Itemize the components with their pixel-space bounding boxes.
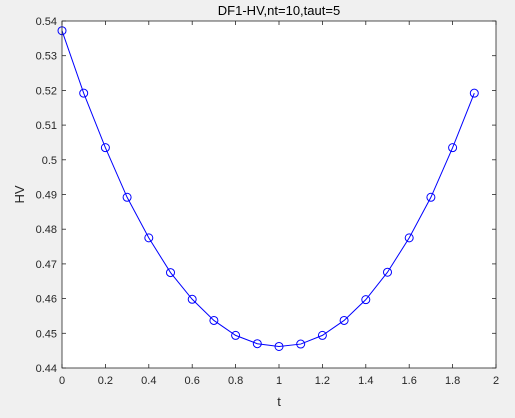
data-point-marker bbox=[166, 268, 175, 278]
plot-box bbox=[61, 20, 497, 369]
x-axis-label: t bbox=[277, 394, 281, 409]
data-point-marker bbox=[274, 341, 284, 351]
x-tick-label: 0.8 bbox=[228, 375, 243, 387]
data-point-marker bbox=[231, 330, 241, 340]
x-tick-label: 0.6 bbox=[185, 375, 200, 387]
data-point-marker bbox=[383, 267, 392, 277]
data-point-marker bbox=[404, 233, 414, 243]
y-tick-label: 0.48 bbox=[36, 224, 57, 236]
data-point-marker bbox=[469, 88, 479, 98]
y-tick-label: 0.44 bbox=[36, 363, 57, 375]
y-tick-label: 0.52 bbox=[36, 85, 57, 97]
x-tick-label: 0.4 bbox=[141, 375, 156, 387]
plot-area bbox=[62, 21, 496, 368]
y-tick-label: 0.46 bbox=[36, 294, 57, 306]
y-tick-label: 0.49 bbox=[36, 190, 57, 202]
y-axis-label: HV bbox=[12, 185, 27, 203]
data-point-marker bbox=[296, 339, 306, 349]
y-tick-label: 0.51 bbox=[36, 120, 57, 132]
data-point-marker bbox=[209, 315, 219, 325]
data-point-marker bbox=[361, 295, 371, 305]
series-layer bbox=[57, 26, 479, 351]
x-tick-label: 1.6 bbox=[402, 375, 417, 387]
data-point-marker bbox=[448, 143, 458, 153]
data-point-marker bbox=[252, 339, 262, 349]
data-point-marker bbox=[144, 233, 154, 243]
x-tick-label: 1.4 bbox=[358, 375, 373, 387]
data-point-marker bbox=[187, 294, 197, 304]
data-point-marker bbox=[339, 315, 349, 325]
y-tick-label: 0.5 bbox=[42, 155, 57, 167]
data-point-marker bbox=[317, 330, 327, 340]
series-line bbox=[61, 30, 475, 347]
x-tick-label: 1 bbox=[276, 375, 282, 387]
data-point-marker bbox=[79, 88, 89, 98]
y-tick-label: 0.54 bbox=[36, 16, 57, 28]
x-tick-label: 0 bbox=[59, 375, 65, 387]
data-point-marker bbox=[426, 192, 436, 202]
y-tick-label: 0.45 bbox=[36, 328, 57, 340]
x-tick-label: 0.2 bbox=[98, 375, 113, 387]
chart-title: DF1-HV,nt=10,taut=5 bbox=[218, 3, 340, 18]
ticks-layer: 0 0.2 0.4 0.6 0.8 1 1.2 1.4 1.6 1.8 2 0.44 0.45 0.46 0… bbox=[36, 16, 499, 387]
x-tick-label: 1.2 bbox=[315, 375, 330, 387]
data-point-marker bbox=[100, 143, 110, 153]
x-tick-label: 1.8 bbox=[445, 375, 460, 387]
y-tick-label: 0.53 bbox=[36, 51, 57, 63]
data-point-marker bbox=[122, 192, 132, 202]
x-tick-label: 2 bbox=[493, 375, 499, 387]
y-tick-label: 0.47 bbox=[36, 259, 57, 271]
